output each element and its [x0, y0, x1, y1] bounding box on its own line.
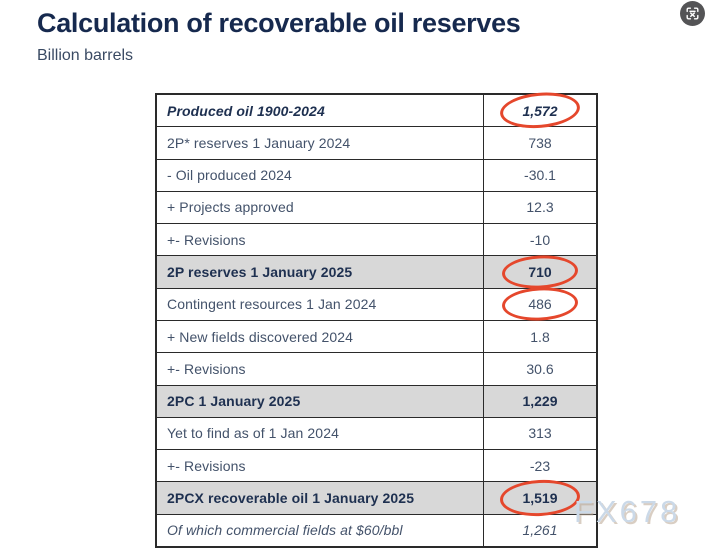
row-label: 2P reserves 1 January 2025	[157, 256, 484, 288]
table-row: Yet to find as of 1 Jan 2024 313	[157, 417, 596, 451]
screen-translate-button[interactable]	[680, 1, 705, 26]
row-label: +- Revisions	[157, 224, 484, 256]
table-row: 2P reserves 1 January 2025 710	[157, 253, 596, 291]
table-row: 2PCX recoverable oil 1 January 2025 1,51…	[157, 477, 596, 519]
row-value: 1.8	[530, 328, 550, 345]
row-label: + Projects approved	[157, 191, 484, 224]
row-value: -30.1	[524, 167, 556, 184]
row-value: 486	[484, 285, 596, 323]
header: Calculation of recoverable oil reserves …	[37, 8, 521, 65]
row-label: Yet to find as of 1 Jan 2024	[157, 417, 484, 450]
row-value: 12.3	[526, 199, 554, 216]
table-row: + New fields discovered 2024 1.8	[157, 320, 596, 354]
reserves-table: Produced oil 1900-2024 1,572 2P* reserve…	[155, 89, 598, 548]
row-value: 738	[528, 134, 552, 151]
screen-translate-icon	[684, 5, 701, 22]
row-label: 2PC 1 January 2025	[157, 385, 484, 417]
row-value: 1,261	[522, 522, 558, 539]
table-row: +- Revisions -10	[157, 224, 596, 257]
row-value: 313	[528, 425, 552, 442]
row-label: +- Revisions	[157, 450, 484, 482]
row-label: +- Revisions	[157, 353, 484, 385]
row-value: 1,572	[484, 89, 596, 131]
row-value: -10	[529, 231, 551, 248]
page-title: Calculation of recoverable oil reserves	[37, 8, 521, 38]
row-label: 2PCX recoverable oil 1 January 2025	[157, 482, 484, 514]
table-row: Produced oil 1900-2024 1,572	[157, 89, 596, 131]
table-row: 2PC 1 January 2025 1,229	[157, 385, 596, 418]
row-label: Contingent resources 1 Jan 2024	[157, 288, 484, 320]
row-label: + New fields discovered 2024	[157, 320, 484, 353]
row-label: 2P* reserves 1 January 2024	[157, 127, 484, 159]
row-label: Produced oil 1900-2024	[157, 95, 484, 127]
table-row: Of which commercial fields at $60/bbl 1,…	[157, 514, 596, 546]
table-row: +- Revisions 30.6	[157, 353, 596, 386]
table-row: Contingent resources 1 Jan 2024 486	[157, 285, 596, 323]
row-value: 1,519	[484, 477, 596, 519]
row-label: Of which commercial fields at $60/bbl	[157, 514, 484, 546]
table-row: 2P* reserves 1 January 2024 738	[157, 127, 596, 160]
table-row: +- Revisions -23	[157, 450, 596, 483]
row-value: -23	[529, 457, 551, 474]
row-label: - Oil produced 2024	[157, 159, 484, 191]
table-row: - Oil produced 2024 -30.1	[157, 159, 596, 192]
row-value: 1,229	[522, 393, 558, 410]
table-row: + Projects approved 12.3	[157, 191, 596, 225]
row-value: 710	[484, 253, 596, 291]
row-value: 30.6	[526, 360, 554, 377]
page-subtitle: Billion barrels	[37, 47, 134, 64]
